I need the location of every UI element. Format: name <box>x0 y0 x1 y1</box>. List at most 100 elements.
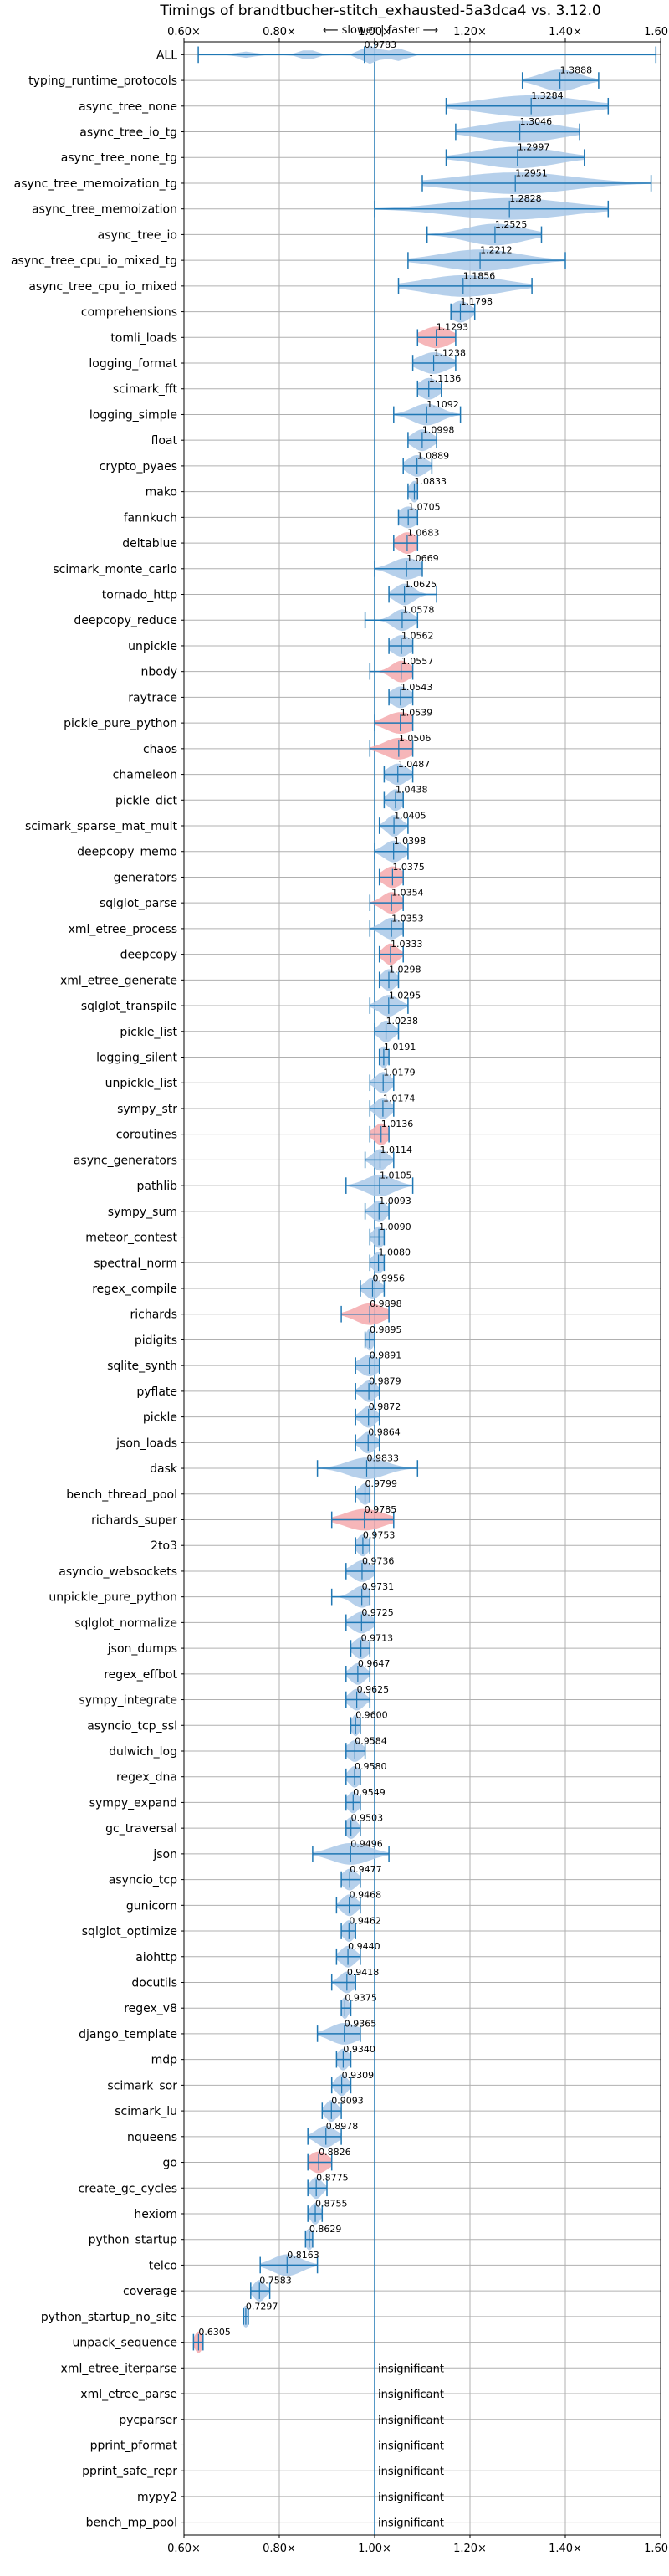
value-label: 0.9785 <box>365 1504 397 1515</box>
category-label: logging_silent <box>96 1052 177 1065</box>
category-label: dulwich_log <box>109 1745 177 1759</box>
value-label: 0.8775 <box>316 2173 349 2184</box>
category-label: json_loads <box>115 1437 177 1450</box>
category-label: async_tree_none_tg <box>61 151 177 165</box>
value-label: 0.9879 <box>369 1375 401 1386</box>
category-label: typing_runtime_protocols <box>28 74 177 88</box>
insignificant-label: insignificant <box>378 2517 444 2530</box>
category-label: sqlite_synth <box>107 1360 177 1373</box>
insignificant-label: insignificant <box>378 2466 444 2478</box>
value-label: 1.0578 <box>402 605 435 616</box>
value-label: 1.0295 <box>389 990 421 1001</box>
category-label: async_tree_io <box>98 228 177 242</box>
x-tick-label-bottom: 1.40× <box>549 2543 582 2555</box>
category-label: scimark_sor <box>107 2079 177 2092</box>
value-label: 0.9580 <box>355 1761 387 1772</box>
marks-layer <box>192 45 657 2353</box>
value-label: 1.0174 <box>383 1093 416 1104</box>
category-label: regex_compile <box>92 1283 177 1296</box>
value-label: 0.9600 <box>355 1710 388 1721</box>
value-label: 1.0354 <box>391 888 424 899</box>
value-label: 0.9496 <box>350 1838 383 1849</box>
x-tick-label-bottom: 0.60× <box>167 2543 201 2555</box>
insignificant-label: insignificant <box>378 2440 444 2452</box>
category-label: pidigits <box>135 1334 177 1347</box>
category-label: bench_thread_pool <box>66 1488 177 1502</box>
category-label: xml_etree_parse <box>80 2388 177 2401</box>
category-label: bench_mp_pool <box>86 2517 177 2530</box>
insignificant-label: insignificant <box>378 2415 444 2427</box>
x-tick-label-top: 1.00× <box>358 26 391 38</box>
value-label: 0.9956 <box>372 1273 405 1283</box>
category-label: nbody <box>141 666 178 679</box>
category-label: async_tree_memoization_tg <box>14 177 177 191</box>
value-label: 0.9725 <box>361 1607 394 1618</box>
category-label: richards_super <box>91 1513 177 1527</box>
value-label: 1.2212 <box>480 245 513 256</box>
value-label: 0.9647 <box>358 1658 391 1669</box>
category-label: async_tree_io_tg <box>79 126 177 140</box>
value-label: 0.9891 <box>370 1350 402 1361</box>
value-label: 1.1798 <box>460 296 493 307</box>
value-label: 1.0539 <box>401 708 433 719</box>
value-label: 1.0179 <box>383 1068 416 1078</box>
category-label: scimark_monte_carlo <box>53 563 177 576</box>
value-label: 0.8629 <box>309 2224 342 2235</box>
value-label: 1.0114 <box>380 1145 412 1155</box>
value-label: 0.9625 <box>357 1684 390 1695</box>
category-label: regex_v8 <box>124 2002 177 2015</box>
category-label: sqlglot_optimize <box>82 1925 177 1938</box>
category-label: async_generators <box>74 1154 177 1167</box>
value-label: 1.0375 <box>392 862 425 873</box>
category-label: sqlglot_transpile <box>81 1000 177 1013</box>
category-label: regex_dna <box>116 1771 177 1785</box>
category-label: python_startup <box>89 2234 177 2247</box>
category-label: scimark_lu <box>115 2105 177 2118</box>
value-label: 1.0353 <box>391 913 424 924</box>
value-label: 1.0557 <box>401 656 434 667</box>
category-label: pprint_safe_repr <box>82 2465 177 2478</box>
value-label: 0.8978 <box>326 2121 359 2132</box>
value-label: 1.0333 <box>391 939 423 950</box>
category-label: xml_etree_process <box>69 923 177 936</box>
value-label: 1.0398 <box>394 836 426 847</box>
labels-layer: 0.60× 0.60× 0.80× 0.80× 1.00× 1.00× 1.20× 1.20×… <box>11 26 669 2555</box>
category-label: deepcopy_memo <box>77 846 177 859</box>
value-label: 1.1238 <box>434 347 467 358</box>
value-label: 0.9731 <box>362 1581 395 1592</box>
category-label: ALL <box>156 49 177 62</box>
category-label: coverage <box>123 2285 177 2298</box>
insignificant-label: insignificant <box>378 2363 444 2375</box>
category-label: async_tree_cpu_io_mixed_tg <box>11 254 177 268</box>
value-label: 0.9783 <box>365 39 397 50</box>
x-tick-label-bottom: 1.20× <box>453 2543 487 2555</box>
category-label: sympy_expand <box>89 1796 177 1810</box>
category-label: async_tree_cpu_io_mixed <box>28 280 177 294</box>
category-label: go <box>163 2157 177 2170</box>
value-label: 1.0438 <box>396 785 428 796</box>
category-label: deltablue <box>122 537 177 551</box>
category-label: tornado_http <box>102 589 177 602</box>
category-label: mypy2 <box>137 2491 177 2504</box>
category-label: sympy_integrate <box>79 1694 177 1708</box>
category-label: raytrace <box>128 691 177 704</box>
value-label: 1.1856 <box>463 270 496 281</box>
x-tick-label-top: 1.60× <box>644 26 669 38</box>
value-label: 0.9418 <box>347 1967 380 1978</box>
category-label: asyncio_tcp_ssl <box>87 1719 177 1733</box>
value-label: 0.9898 <box>370 1298 402 1309</box>
value-label: 0.9093 <box>331 2095 364 2106</box>
category-label: json_dumps <box>107 1642 177 1656</box>
value-label: 1.0562 <box>401 630 434 641</box>
value-label: 1.0833 <box>414 476 446 487</box>
value-label: 0.9477 <box>350 1864 382 1875</box>
category-label: xml_etree_iterparse <box>61 2362 177 2375</box>
chart-title: Timings of brandtbucher-stitch_exhausted… <box>159 3 600 19</box>
category-label: crypto_pyaes <box>100 460 177 474</box>
category-label: meteor_contest <box>85 1232 177 1245</box>
category-label: 2to3 <box>151 1539 177 1553</box>
category-label: unpickle_list <box>105 1077 178 1090</box>
category-label: fannkuch <box>124 511 177 525</box>
category-label: pyflate <box>136 1385 177 1399</box>
